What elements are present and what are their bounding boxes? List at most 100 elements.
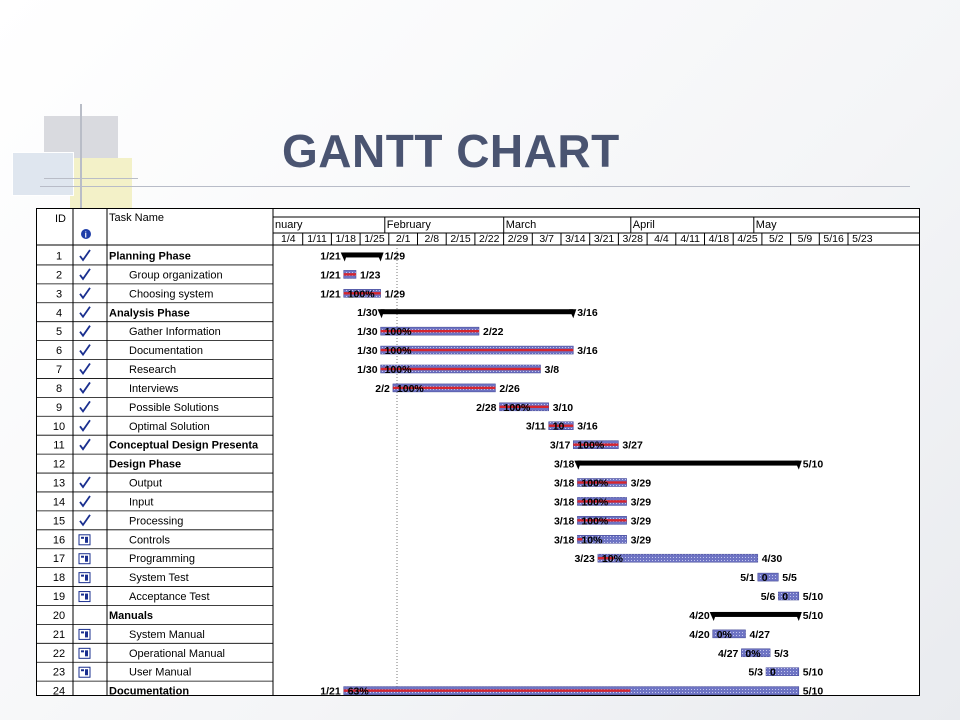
task-name: User Manual bbox=[129, 667, 191, 679]
checkmark-icon bbox=[79, 325, 91, 338]
progress-bar bbox=[548, 424, 574, 427]
finish-date-label: 1/23 bbox=[360, 269, 381, 281]
summary-bar-end-cap bbox=[376, 252, 384, 262]
task-name: Documentation bbox=[109, 686, 189, 695]
task-name: Gather Information bbox=[129, 326, 221, 338]
column-header-id: ID bbox=[55, 213, 66, 225]
start-date-label: 1/30 bbox=[357, 326, 378, 338]
task-id: 21 bbox=[53, 629, 65, 641]
progress-bar bbox=[573, 443, 619, 446]
checkmark-icon bbox=[79, 268, 91, 281]
start-date-label: 3/18 bbox=[554, 496, 575, 508]
column-header-task-name: Task Name bbox=[109, 212, 164, 224]
notes-icon-mark bbox=[81, 650, 84, 653]
finish-date-label: 5/10 bbox=[803, 610, 824, 622]
week-label: 3/28 bbox=[623, 233, 644, 245]
start-date-label: 5/1 bbox=[740, 572, 755, 584]
task-id: 15 bbox=[53, 515, 65, 527]
percent-label: 100% bbox=[397, 383, 425, 395]
percent-label: 100% bbox=[385, 326, 413, 338]
task-name: Planning Phase bbox=[109, 251, 191, 263]
start-date-label: 4/27 bbox=[718, 648, 739, 660]
task-id: 2 bbox=[56, 269, 62, 281]
week-label: 5/2 bbox=[769, 233, 784, 245]
summary-bar bbox=[343, 252, 381, 258]
week-label: 1/18 bbox=[336, 233, 357, 245]
summary-bar-end-cap bbox=[794, 460, 802, 470]
percent-label: 0% bbox=[745, 648, 761, 660]
task-bar bbox=[712, 629, 746, 639]
task-bar bbox=[757, 572, 779, 582]
notes-icon-mark bbox=[85, 593, 88, 600]
task-name: Possible Solutions bbox=[129, 402, 219, 414]
notes-icon-mark bbox=[85, 669, 88, 676]
info-icon-glyph: i bbox=[85, 231, 87, 240]
percent-label: 100% bbox=[504, 402, 532, 414]
finish-date-label: 3/29 bbox=[631, 478, 652, 490]
finish-date-label: 2/26 bbox=[499, 383, 520, 395]
start-date-label: 1/21 bbox=[320, 686, 341, 695]
task-id: 16 bbox=[53, 534, 65, 546]
month-label: nuary bbox=[275, 219, 303, 231]
start-date-label: 5/3 bbox=[748, 667, 763, 679]
start-date-label: 3/18 bbox=[554, 459, 575, 471]
task-name: Documentation bbox=[129, 345, 203, 357]
finish-date-label: 3/10 bbox=[553, 402, 574, 414]
task-name: Conceptual Design Presenta bbox=[109, 440, 259, 452]
percent-label: 100% bbox=[348, 288, 376, 300]
notes-icon-mark bbox=[85, 536, 88, 543]
task-bar bbox=[765, 667, 800, 676]
summary-bar-end-cap bbox=[569, 309, 577, 319]
task-name: Output bbox=[129, 478, 162, 490]
notes-icon-mark bbox=[85, 650, 88, 657]
start-date-label: 3/18 bbox=[554, 534, 575, 546]
task-id: 8 bbox=[56, 383, 62, 395]
progress-bar bbox=[380, 329, 479, 333]
task-id: 1 bbox=[56, 251, 62, 263]
percent-label: 0 bbox=[770, 667, 776, 679]
percent-label: 0 bbox=[782, 591, 788, 603]
notes-icon-mark bbox=[81, 593, 84, 596]
notes-icon-mark bbox=[81, 555, 84, 558]
notes-icon-mark bbox=[85, 555, 88, 562]
percent-label: 100% bbox=[385, 345, 413, 357]
task-id: 23 bbox=[53, 667, 65, 679]
notes-icon-mark bbox=[81, 669, 84, 672]
progress-bar bbox=[577, 538, 583, 541]
start-date-label: 1/30 bbox=[357, 364, 378, 376]
task-name: Research bbox=[129, 364, 176, 376]
percent-label: 0% bbox=[717, 629, 733, 641]
week-label: 3/21 bbox=[594, 233, 615, 245]
notes-icon-mark bbox=[81, 574, 84, 577]
start-date-label: 1/21 bbox=[320, 288, 341, 300]
month-label: February bbox=[387, 219, 432, 231]
start-date-label: 5/6 bbox=[761, 591, 776, 603]
decor-horizontal-line bbox=[44, 178, 138, 179]
task-id: 14 bbox=[53, 496, 65, 508]
finish-date-label: 1/29 bbox=[385, 250, 406, 262]
task-name: Controls bbox=[129, 534, 170, 546]
notes-icon-frame bbox=[78, 534, 91, 546]
checkmark-icon bbox=[79, 438, 91, 451]
week-label: 1/11 bbox=[307, 233, 327, 245]
week-label: 4/11 bbox=[680, 233, 700, 245]
week-label: 2/8 bbox=[425, 233, 440, 245]
start-date-label: 1/21 bbox=[320, 250, 341, 262]
week-label: 4/18 bbox=[709, 233, 730, 245]
task-name: Programming bbox=[129, 553, 195, 565]
task-id: 6 bbox=[56, 345, 62, 357]
checkmark-icon bbox=[79, 514, 91, 527]
task-id: 5 bbox=[56, 326, 62, 338]
checkmark-icon bbox=[79, 381, 91, 394]
notes-icon bbox=[78, 666, 91, 678]
checkmark-icon bbox=[79, 306, 91, 319]
finish-date-label: 5/10 bbox=[803, 591, 824, 603]
start-date-label: 4/20 bbox=[689, 629, 710, 641]
task-name: Choosing system bbox=[129, 288, 213, 300]
task-name: System Test bbox=[129, 572, 189, 584]
progress-bar bbox=[597, 556, 614, 560]
percent-label: 100% bbox=[581, 478, 609, 490]
finish-date-label: 4/30 bbox=[762, 553, 783, 565]
notes-icon-mark bbox=[81, 536, 84, 539]
start-date-label: 1/21 bbox=[320, 269, 341, 281]
